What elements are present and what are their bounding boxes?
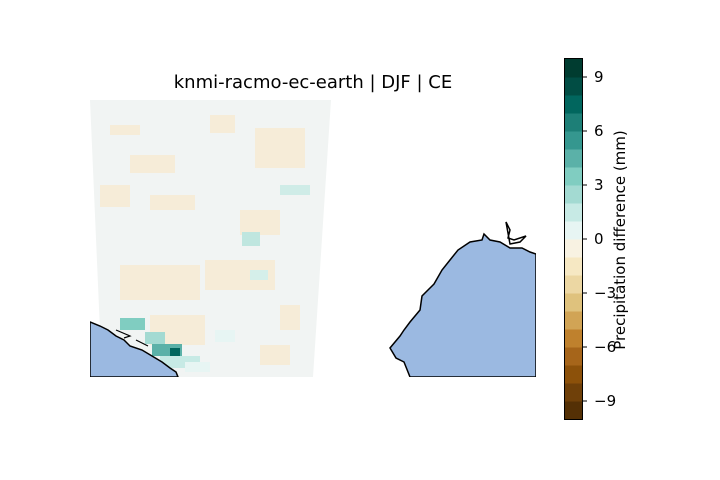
colorbar-band [565, 239, 582, 258]
colorbar-band [565, 311, 582, 330]
colorbar-band [565, 77, 582, 96]
colorbar-band [565, 131, 582, 150]
colorbar-bands [565, 59, 582, 420]
ocean-bottom-left [90, 321, 179, 377]
colorbar-band [565, 113, 582, 132]
colorbar-band [565, 401, 582, 420]
colorbar-band [565, 203, 582, 222]
map-title: knmi-racmo-ec-earth | DJF | CE [173, 72, 453, 93]
colorbar-band [565, 329, 582, 348]
colorbar: 9 6 3 0 −3 −6 −9 [564, 58, 616, 420]
colorbar-tick-label: 6 [594, 122, 604, 140]
ocean-right [389, 232, 536, 377]
colorbar-band [565, 275, 582, 294]
island-right-top [505, 221, 527, 245]
colorbar-tick-label: −3 [594, 284, 616, 302]
colorbar-band [565, 293, 582, 312]
colorbar-band [565, 383, 582, 402]
colorbar-tick-label: 3 [594, 176, 604, 194]
colorbar-band [565, 59, 582, 78]
colorbar-band [565, 257, 582, 276]
colorbar-band [565, 221, 582, 240]
colorbar-band [565, 149, 582, 168]
colorbar-label: Precipitation difference (mm) [611, 130, 629, 350]
colorbar-band [565, 185, 582, 204]
colorbar-band [565, 365, 582, 384]
colorbar-ticks: 9 6 3 0 −3 −6 −9 [582, 68, 616, 410]
colorbar-tick-label: −9 [594, 392, 616, 410]
coast-detail-left [115, 329, 149, 347]
colorbar-band [565, 347, 582, 366]
colorbar-tick-label: −6 [594, 338, 616, 356]
colorbar-band [565, 95, 582, 114]
colorbar-tick-label: 9 [594, 68, 604, 86]
wetting-patches [120, 185, 310, 372]
colorbar-tick-label: 0 [594, 230, 604, 248]
drying-patches [100, 115, 305, 365]
colorbar-band [565, 167, 582, 186]
precipitation-map [90, 100, 536, 377]
